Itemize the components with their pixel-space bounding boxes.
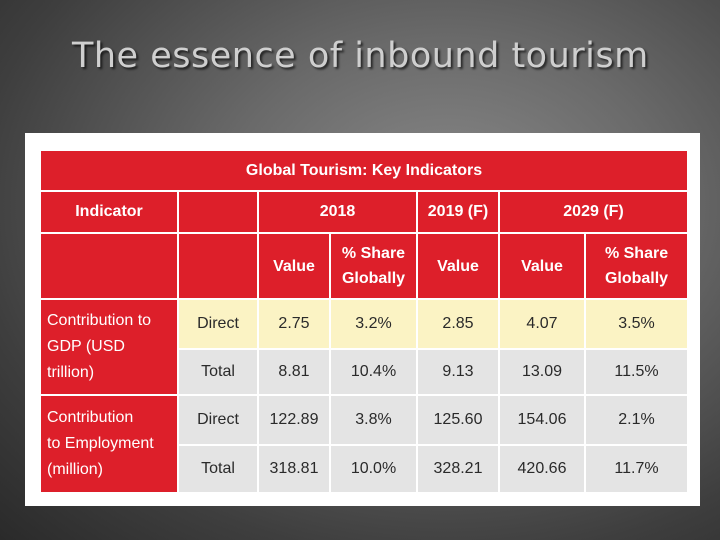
table-cell: 2.1% [583,394,690,446]
empty-header-cell [177,190,259,234]
subheader-value-2018: Value [257,232,331,300]
row-type-total: Total [177,444,259,494]
table-cell: 10.4% [329,348,418,396]
row-head-line: to Employment [47,435,154,452]
row-type-direct: Direct [177,298,259,350]
table-cell: 328.21 [416,444,500,494]
subheader-value-2029: Value [498,232,586,300]
table-cell: 318.81 [257,444,331,494]
slide-title: The essence of inbound tourism [72,36,649,76]
table-cell: 154.06 [498,394,586,446]
row-head-line: GDP (USD trillion) [47,338,125,381]
key-indicators-table: Global Tourism: Key Indicators Indicator… [38,149,690,494]
year-header-2029: 2029 (F) [497,190,690,234]
table-cell: 3.5% [583,298,690,350]
table-image-frame: Global Tourism: Key Indicators Indicator… [25,133,700,506]
subheader-share-line2: Globally [604,270,669,287]
empty-subheader-cell [177,232,259,300]
indicator-header: Indicator [39,190,179,234]
subheader-share-line1: % Share [604,245,669,262]
row-head-employment: Contribution to Employment (million) [39,394,179,494]
row-head-line: Contribution [47,409,134,426]
table-cell: 125.60 [416,394,500,446]
table-cell: 11.7% [583,444,690,494]
table-cell: 9.13 [416,348,500,396]
empty-subheader-cell [39,232,179,300]
table-cell: 2.85 [416,298,500,350]
year-header-2018: 2018 [257,190,418,234]
table-cell: 11.5% [583,348,690,396]
subheader-share-2018: % Share Globally [329,232,418,300]
table-cell: 2.75 [257,298,331,350]
table-cell: 8.81 [257,348,331,396]
subheader-share-line1: % Share [341,245,406,262]
row-head-line: Contribution to [47,312,152,329]
subheader-share-line2: Globally [341,270,406,287]
year-header-2019: 2019 (F) [416,190,500,234]
table-cell: 4.07 [498,298,586,350]
row-head-line: (million) [47,461,103,478]
table-cell: 122.89 [257,394,331,446]
subheader-value-2019: Value [416,232,500,300]
row-type-total: Total [177,348,259,396]
table-cell: 3.8% [329,394,418,446]
table-cell: 3.2% [329,298,418,350]
subheader-share-2029: % Share Globally [583,232,690,300]
row-head-gdp: Contribution to GDP (USD trillion) [39,298,179,396]
table-cell: 420.66 [498,444,586,494]
table-title: Global Tourism: Key Indicators [38,149,690,192]
table-cell: 13.09 [498,348,586,396]
row-type-direct: Direct [177,394,259,446]
table-cell: 10.0% [329,444,418,494]
